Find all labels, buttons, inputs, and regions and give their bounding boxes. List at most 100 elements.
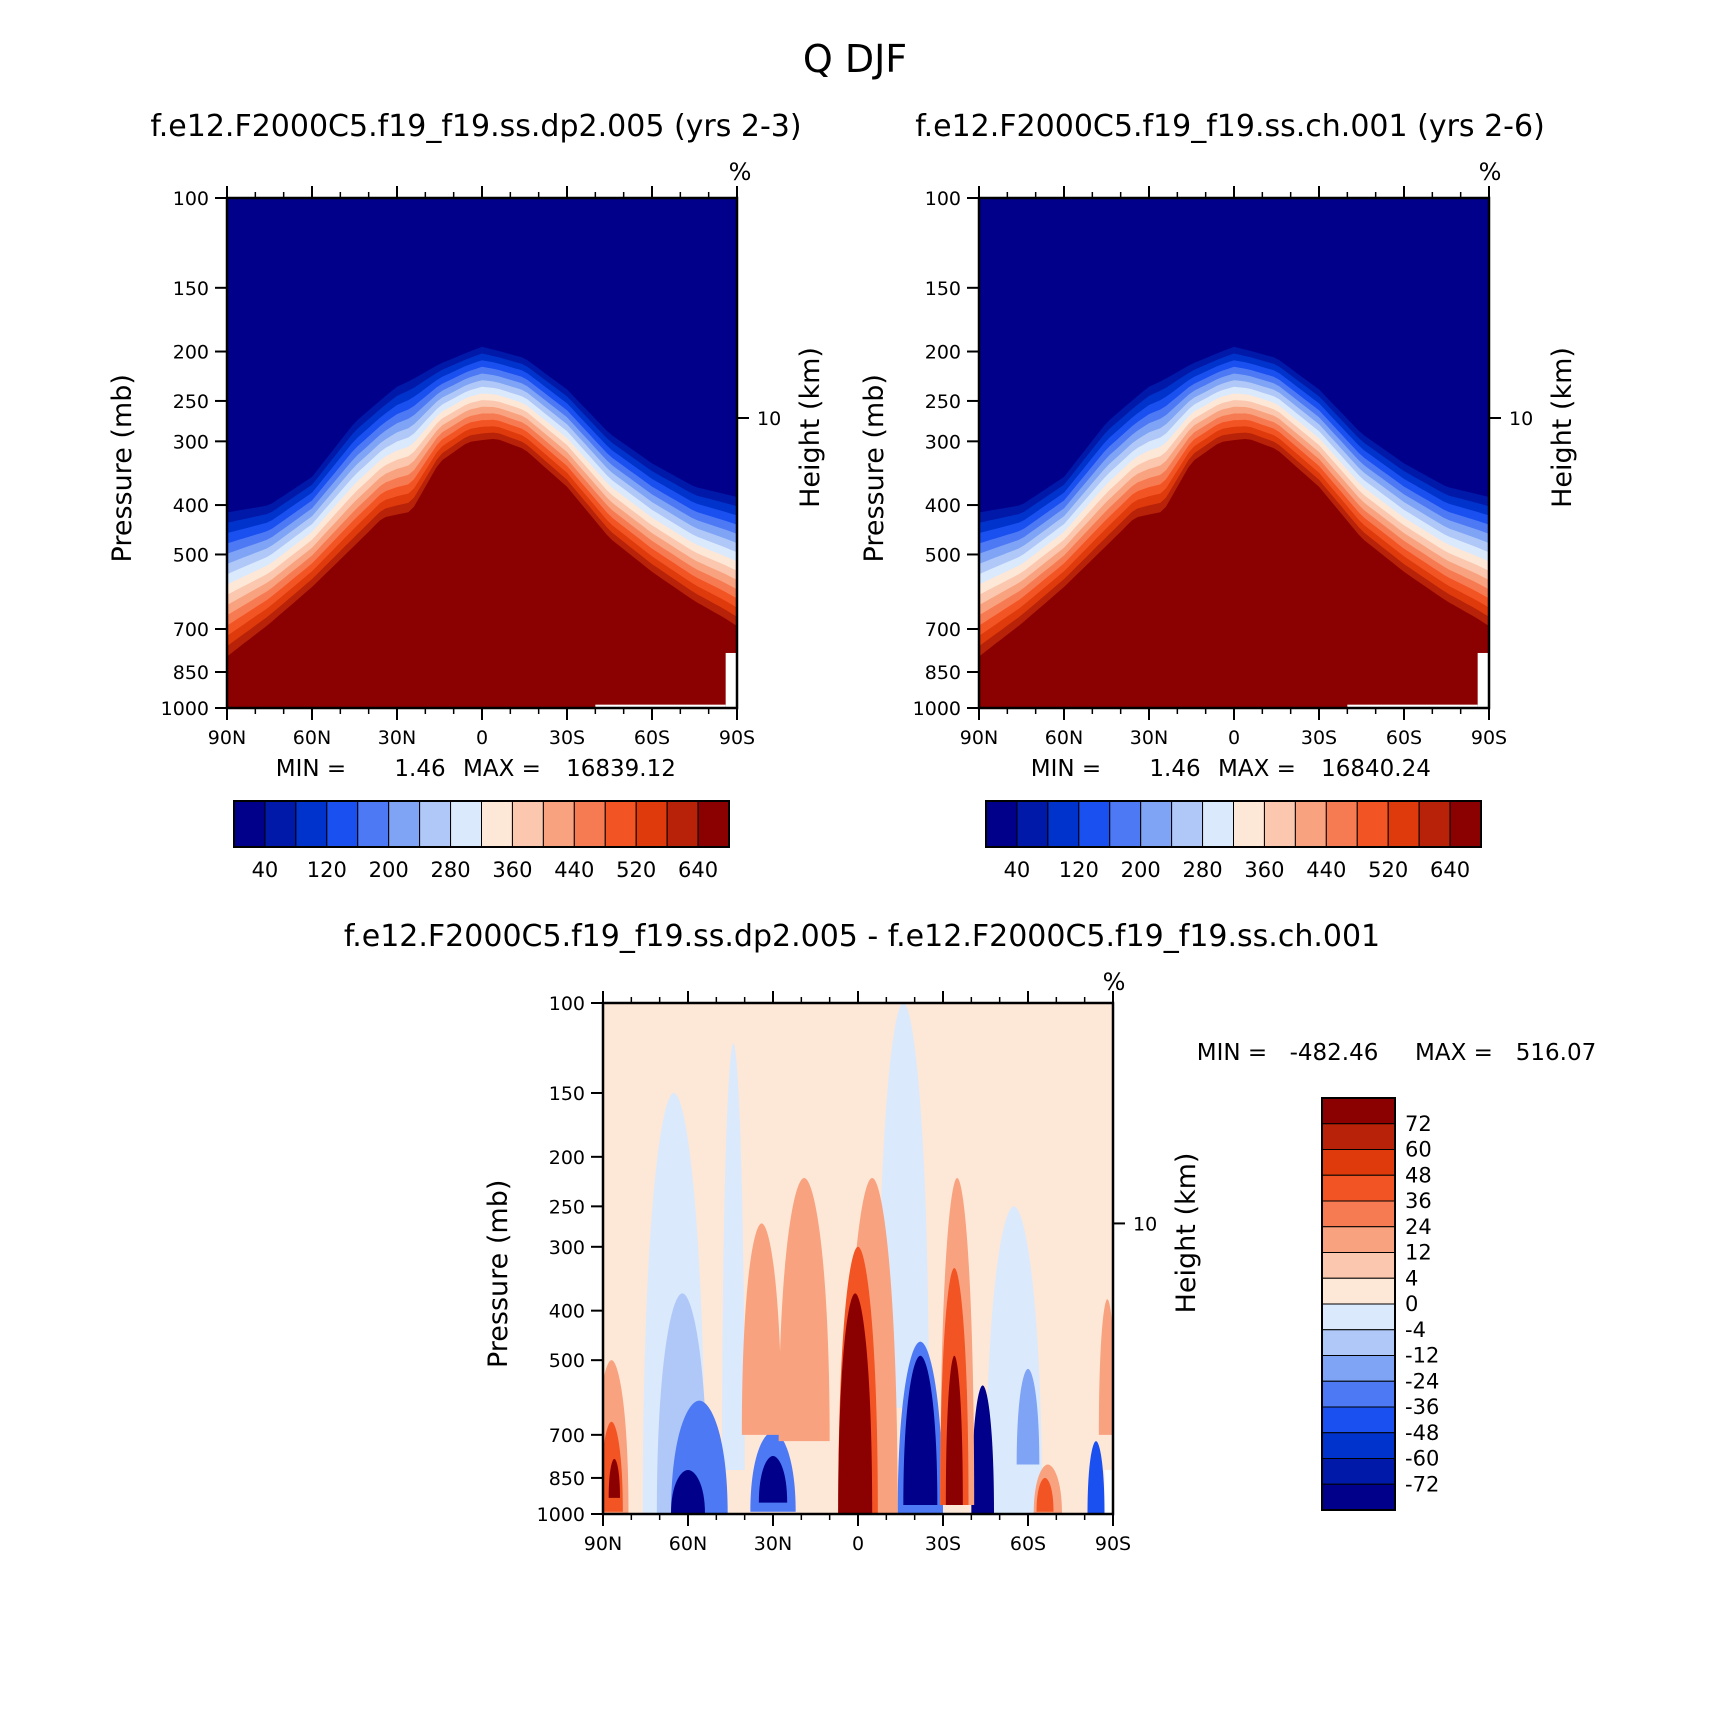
colorbar-label: 24 bbox=[1405, 1215, 1432, 1239]
y-tick-label: 150 bbox=[173, 278, 209, 300]
x-tick-label: 60N bbox=[293, 727, 331, 749]
y-tick-label: 1000 bbox=[161, 698, 209, 720]
y-tick-label: 150 bbox=[925, 278, 961, 300]
colorbar-swatch bbox=[1078, 800, 1111, 848]
colorbar-label: 48 bbox=[1405, 1163, 1432, 1187]
colorbar-frame bbox=[233, 800, 730, 848]
colorbar-swatch bbox=[1321, 1200, 1396, 1228]
y-tick-label: 300 bbox=[549, 1237, 585, 1259]
colorbar-label: 360 bbox=[492, 858, 532, 882]
colorbar-swatch bbox=[1321, 1483, 1396, 1511]
contour-feature-26 bbox=[945, 1355, 963, 1505]
y-axis-label: Pressure (mb) bbox=[483, 1180, 514, 1368]
colorbar-swatch bbox=[573, 800, 606, 848]
colorbar-swatch bbox=[1321, 1303, 1396, 1331]
panel-left-max-value: 16839.12 bbox=[566, 756, 676, 782]
contour-feature-25 bbox=[838, 1293, 873, 1514]
colorbar-label: 12 bbox=[1405, 1241, 1432, 1265]
colorbar-swatch bbox=[1140, 800, 1173, 848]
missing-strip bbox=[1347, 704, 1478, 708]
contour-band-15 bbox=[979, 439, 1489, 708]
contour-feature-15 bbox=[778, 1177, 830, 1442]
x-tick-label: 30N bbox=[754, 1533, 792, 1555]
x-tick-label: 90S bbox=[1095, 1533, 1131, 1555]
contour-field bbox=[227, 198, 737, 708]
contour-feature-2 bbox=[722, 1043, 745, 1470]
colorbar-label: 0 bbox=[1405, 1292, 1418, 1316]
colorbar-label: 60 bbox=[1405, 1138, 1432, 1162]
panel-right-title: f.e12.F2000C5.f19_f19.ss.ch.001 (yrs 2-6… bbox=[915, 109, 1545, 144]
colorbar-swatch bbox=[388, 800, 421, 848]
y-tick-label: 250 bbox=[549, 1196, 585, 1218]
right-axis-label: Height (km) bbox=[1547, 347, 1578, 508]
colorbar-swatch bbox=[1387, 800, 1420, 848]
panel-diff-min-label: MIN = bbox=[1197, 1040, 1267, 1066]
y-tick-label: 500 bbox=[549, 1350, 585, 1372]
colorbar-label: -72 bbox=[1405, 1472, 1439, 1496]
colorbar-swatch bbox=[1321, 1097, 1396, 1125]
y-tick-label: 250 bbox=[925, 391, 961, 413]
colorbar-label: 440 bbox=[554, 858, 594, 882]
contour-field bbox=[979, 198, 1489, 708]
panel-diff: f.e12.F2000C5.f19_f19.ss.dp2.005 - f.e12… bbox=[344, 919, 1596, 1555]
colorbar-label: 40 bbox=[252, 858, 279, 882]
colorbar-swatch bbox=[1321, 1149, 1396, 1176]
y-tick-label: 850 bbox=[925, 662, 961, 684]
colorbar-swatch bbox=[1418, 800, 1451, 848]
right-axis-label: Height (km) bbox=[795, 347, 826, 508]
colorbar-swatch bbox=[264, 800, 297, 848]
colorbar-frame bbox=[1321, 1097, 1396, 1511]
colorbar-label: 120 bbox=[1059, 858, 1099, 882]
y-tick-label: 1000 bbox=[537, 1504, 585, 1526]
colorbar-label: 280 bbox=[1183, 858, 1223, 882]
colorbar-swatch bbox=[1047, 800, 1080, 848]
colorbar-label: 200 bbox=[1121, 858, 1161, 882]
contour-field bbox=[603, 1003, 1113, 1514]
x-tick-label: 60N bbox=[669, 1533, 707, 1555]
y-tick-label: 850 bbox=[173, 662, 209, 684]
panel-right-units: % bbox=[1479, 158, 1502, 186]
colorbar-swatch bbox=[666, 800, 699, 848]
colorbar-swatch bbox=[1321, 1355, 1396, 1382]
y-tick-label: 400 bbox=[925, 495, 961, 517]
x-tick-label: 60S bbox=[1386, 727, 1422, 749]
panel-diff-min-value: -482.46 bbox=[1290, 1040, 1379, 1066]
y-tick-label: 300 bbox=[173, 431, 209, 453]
x-tick-label: 0 bbox=[852, 1533, 864, 1555]
colorbar-label: 120 bbox=[307, 858, 347, 882]
x-tick-label: 30N bbox=[378, 727, 416, 749]
colorbar-swatch bbox=[1449, 800, 1482, 848]
colorbar-swatch bbox=[1109, 800, 1142, 848]
x-tick-label: 90N bbox=[584, 1533, 622, 1555]
panel-diff-units: % bbox=[1103, 968, 1126, 996]
x-tick-label: 90N bbox=[960, 727, 998, 749]
colorbar-swatch bbox=[481, 800, 513, 848]
contour-band-15 bbox=[227, 439, 737, 708]
colorbar-swatch bbox=[1321, 1432, 1396, 1459]
colorbar-swatch bbox=[1263, 800, 1296, 848]
missing-strip bbox=[595, 704, 726, 708]
y-axis-label: Pressure (mb) bbox=[859, 374, 890, 562]
y-tick-label: 200 bbox=[173, 342, 209, 364]
x-tick-label: 90S bbox=[719, 727, 755, 749]
panel-diff-max-label: MAX = bbox=[1415, 1040, 1493, 1066]
y-tick-label: 200 bbox=[549, 1147, 585, 1169]
y-tick-label: 850 bbox=[549, 1468, 585, 1490]
right-tick-label: 10 bbox=[757, 408, 781, 430]
x-tick-label: 60S bbox=[634, 727, 670, 749]
panel-right-min-label: MIN = bbox=[1031, 756, 1101, 782]
x-tick-label: 60S bbox=[1010, 1533, 1046, 1555]
colorbar-swatch bbox=[1321, 1406, 1396, 1434]
figure-title: Q DJF bbox=[803, 37, 907, 81]
y-tick-label: 200 bbox=[925, 342, 961, 364]
colorbar-label: 360 bbox=[1244, 858, 1284, 882]
colorbar-label: 280 bbox=[431, 858, 471, 882]
contour-feature-24 bbox=[1036, 1477, 1054, 1512]
colorbar-label: 640 bbox=[678, 858, 718, 882]
colorbar-swatch bbox=[1321, 1380, 1396, 1408]
right-tick-label: 10 bbox=[1509, 408, 1533, 430]
panel-left-units: % bbox=[729, 158, 752, 186]
panel-right-max-label: MAX = bbox=[1218, 756, 1296, 782]
x-tick-label: 30N bbox=[1130, 727, 1168, 749]
